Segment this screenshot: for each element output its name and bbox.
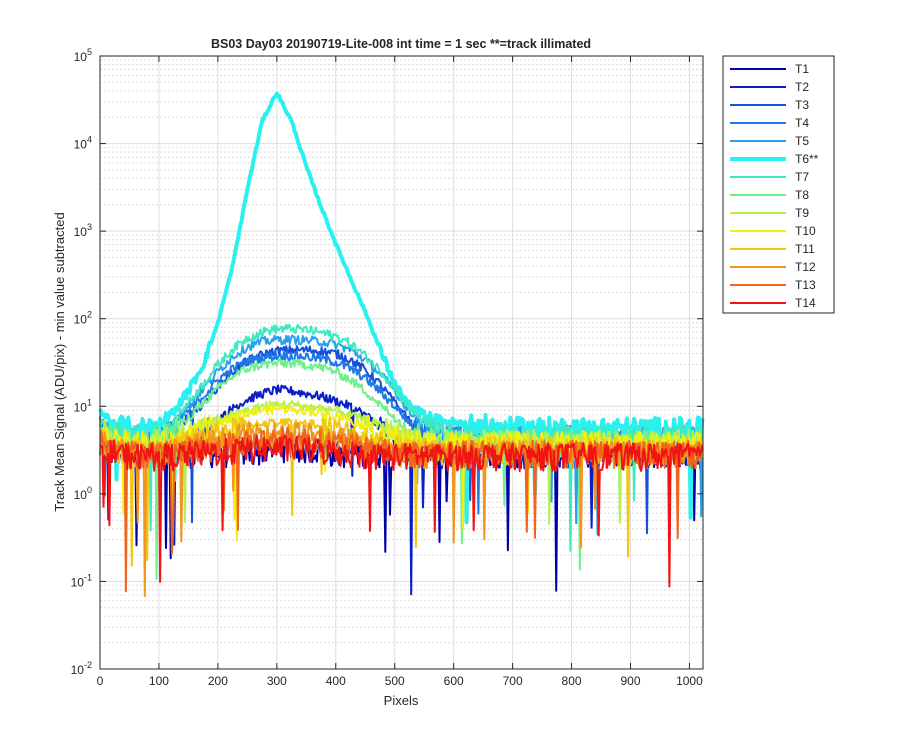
x-tick-label: 100 (149, 674, 169, 688)
tick-layer (99, 55, 703, 670)
plot-area (100, 56, 703, 669)
series-layer (98, 91, 705, 597)
x-tick-labels: 0 100 200 300 400 500 600 700 800 900 1000 (97, 674, 703, 688)
legend-label: T11 (795, 242, 815, 256)
legend-label: T2 (795, 80, 809, 94)
legend-label: T1 (795, 62, 809, 76)
legend-label: T8 (795, 188, 809, 202)
y-tick-label: 105 (74, 47, 92, 64)
legend-label: T5 (795, 134, 809, 148)
x-tick-label: 1000 (676, 674, 703, 688)
series-line-t14 (99, 435, 704, 588)
x-tick-label: 0 (97, 674, 104, 688)
x-tick-label: 400 (326, 674, 346, 688)
grid-layer (99, 55, 703, 670)
y-tick-label: 100 (74, 485, 92, 502)
y-tick-labels: 10-2 10-1 100 101 102 103 104 105 (71, 47, 92, 677)
legend-label: T7 (795, 170, 809, 184)
x-tick-label: 900 (620, 674, 640, 688)
x-tick-label: 300 (267, 674, 287, 688)
y-tick-label: 103 (74, 222, 92, 239)
x-tick-label: 500 (385, 674, 405, 688)
legend-label: T10 (795, 224, 816, 238)
plot-frame (99, 55, 704, 670)
legend: T1 T2 T3 T4 T5 T6** T7 T8 T9 T10 T11 T12 T13 T14 (722, 55, 835, 314)
series-line-t7 (99, 323, 704, 552)
x-tick-label: 200 (208, 674, 228, 688)
y-tick-label: 101 (74, 397, 92, 414)
legend-label: T4 (795, 116, 809, 130)
y-tick-label: 10-1 (71, 572, 92, 589)
legend-label: T3 (795, 98, 809, 112)
legend-label: T6** (795, 152, 819, 166)
legend-box (722, 55, 835, 314)
legend-label: T14 (795, 296, 816, 310)
legend-label: T13 (795, 278, 816, 292)
x-tick-label: 700 (503, 674, 523, 688)
y-tick-label: 104 (74, 135, 92, 152)
legend-label: T9 (795, 206, 809, 220)
y-tick-label: 10-2 (71, 660, 92, 677)
legend-items: T1 T2 T3 T4 T5 T6** T7 T8 T9 T10 T11 T12 T13 T14 (730, 62, 819, 310)
y-tick-label: 102 (74, 310, 92, 327)
x-tick-label: 600 (444, 674, 464, 688)
legend-label: T12 (795, 260, 816, 274)
x-tick-label: 800 (562, 674, 582, 688)
y-axis-title: Track Mean Signal (ADU/pix) - min value … (52, 212, 67, 511)
x-axis-title: Pixels (384, 693, 419, 708)
chart-title: BS03 Day03 20190719-Lite-008 int time = … (211, 37, 591, 51)
